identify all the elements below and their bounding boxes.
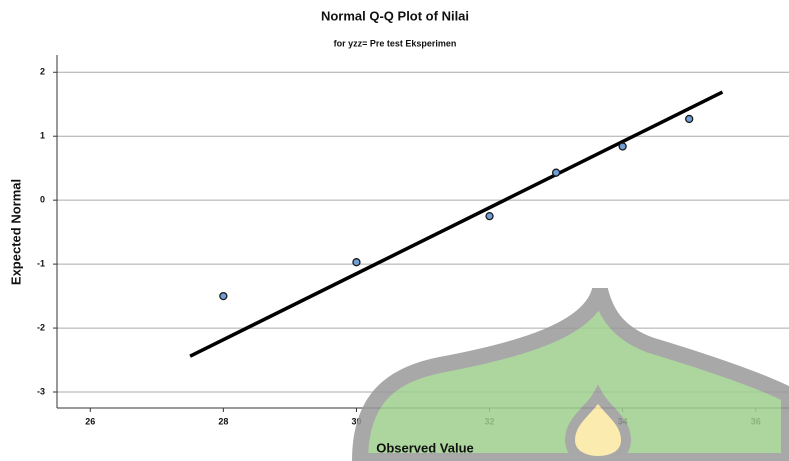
reference-line [189, 90, 724, 358]
chart-title: Normal Q-Q Plot of Nilai [321, 8, 469, 23]
watermark-flame [564, 384, 632, 461]
y-tick-label: 0 [40, 195, 45, 205]
y-tick-label: -1 [37, 258, 45, 268]
point [685, 114, 694, 124]
point [618, 142, 627, 151]
watermark [351, 287, 789, 461]
x-tick-label: 28 [218, 416, 228, 426]
y-tick-label: -3 [37, 386, 45, 396]
y-axis-label: Expected Normal [8, 179, 23, 285]
y-tick-label: -2 [37, 322, 45, 332]
point [551, 168, 561, 177]
y-tick-label: 1 [40, 131, 45, 141]
x-tick-label: 26 [85, 416, 95, 426]
x-axis-label: Observed Value [376, 440, 474, 455]
point [219, 291, 228, 301]
point [352, 258, 361, 267]
point [485, 212, 494, 221]
plot-area: -3-2-1012262830323436 [37, 55, 789, 426]
chart-subtitle: for yzz= Pre test Eksperimen [334, 38, 457, 48]
y-tick-label: 2 [40, 67, 45, 77]
x-tick-label: 30 [351, 416, 361, 426]
